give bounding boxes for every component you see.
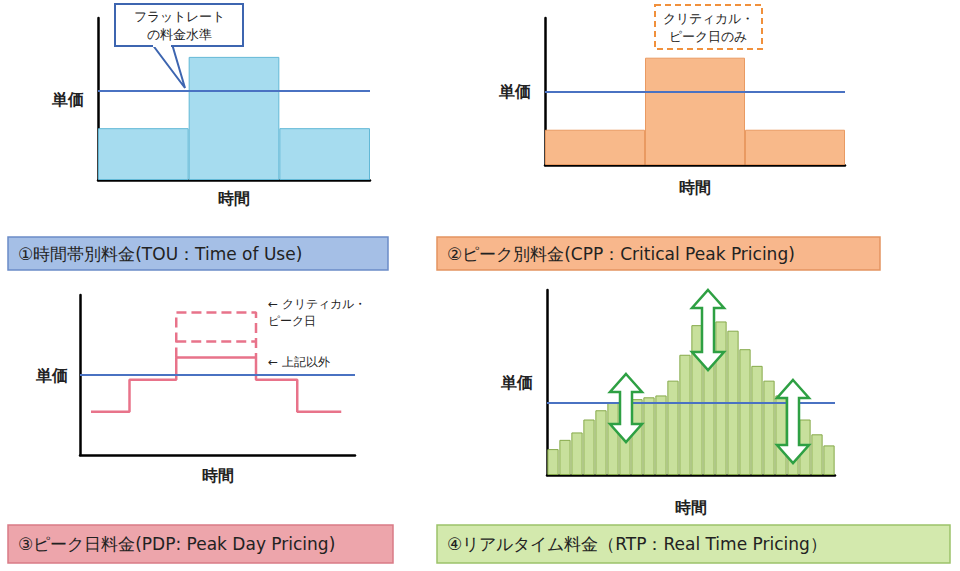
svg-text:単価: 単価 [500,373,533,392]
svg-text:①時間帯別料金(TOU：Time of Use): ①時間帯別料金(TOU：Time of Use) [18,244,302,264]
svg-text:時間: 時間 [679,178,711,197]
svg-text:単価: 単価 [35,366,68,385]
svg-text:時間: 時間 [202,466,234,485]
svg-text:ピーク日のみ: ピーク日のみ [669,29,747,44]
svg-text:②ピーク別料金(CPP：Critical Peak Pric: ②ピーク別料金(CPP：Critical Peak Pricing) [447,244,795,264]
svg-text:ピーク日: ピーク日 [268,314,316,328]
svg-text:← 上記以外: ← 上記以外 [268,355,330,369]
svg-text:時間: 時間 [675,498,707,517]
svg-text:クリティカル・: クリティカル・ [663,11,754,26]
svg-text:フラットレート: フラットレート [134,9,225,24]
svg-text:④リアルタイム料金（RTP：Real Time Pricin: ④リアルタイム料金（RTP：Real Time Pricing） [447,534,827,554]
svg-text:単価: 単価 [498,82,531,101]
svg-text:時間: 時間 [218,189,250,208]
svg-text:単価: 単価 [51,90,84,109]
svg-text:← クリティカル・: ← クリティカル・ [268,297,366,311]
svg-text:の料金水準: の料金水準 [147,27,212,42]
svg-text:③ピーク日料金(PDP: Peak Day Pricing): ③ピーク日料金(PDP: Peak Day Pricing) [18,534,335,554]
